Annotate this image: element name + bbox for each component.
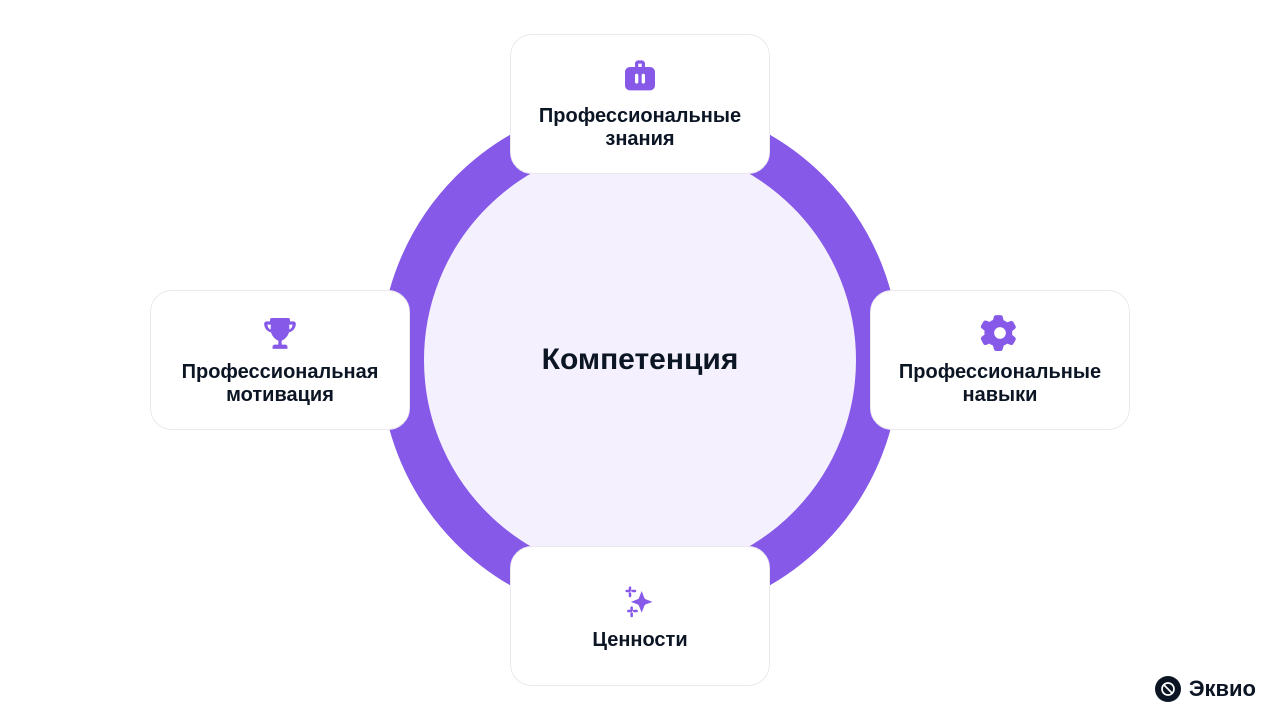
gear-icon (978, 311, 1022, 355)
brand-logo-icon (1155, 676, 1181, 702)
card-values: Ценности (510, 546, 770, 686)
trophy-icon (258, 311, 302, 355)
brand-name: Эквио (1189, 676, 1256, 702)
card-label: Ценности (592, 629, 687, 652)
card-professional-knowledge: Профессиональныезнания (510, 34, 770, 174)
brand-badge: Эквио (1155, 676, 1256, 702)
briefcase-icon (618, 55, 662, 99)
card-label: Профессиональныенавыки (899, 361, 1101, 407)
card-label: Профессиональнаямотивация (182, 361, 379, 407)
sparkle-icon (618, 579, 662, 623)
card-professional-motivation: Профессиональнаямотивация (150, 290, 410, 430)
center-title: Компетенция (542, 343, 739, 377)
card-label: Профессиональныезнания (539, 105, 741, 151)
card-professional-skills: Профессиональныенавыки (870, 290, 1130, 430)
diagram-stage: Компетенция Профессиональныезнания Профе… (0, 0, 1280, 720)
